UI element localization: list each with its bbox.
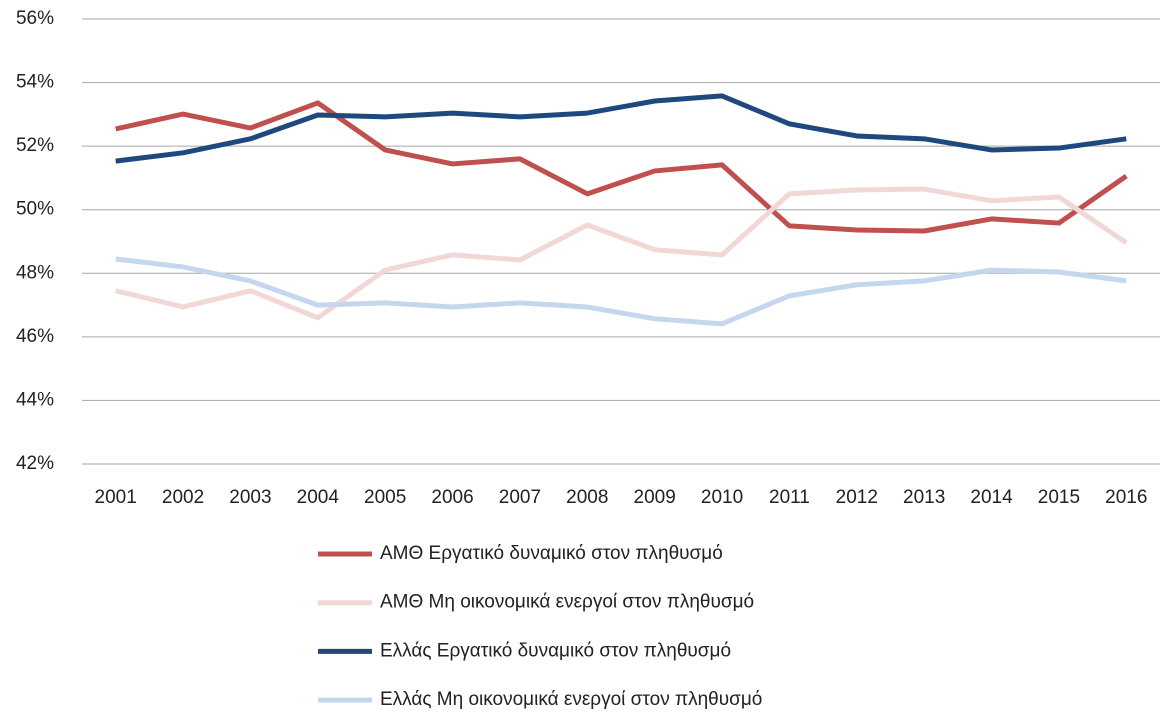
x-tick-label: 2014 xyxy=(970,487,1013,508)
y-tick-label: 44% xyxy=(16,389,54,410)
x-tick-label: 2002 xyxy=(162,487,204,508)
x-tick-label: 2012 xyxy=(836,487,878,508)
y-tick-label: 56% xyxy=(16,8,54,29)
x-tick-label: 2008 xyxy=(566,487,608,508)
x-tick-label: 2003 xyxy=(229,487,271,508)
x-tick-label: 2004 xyxy=(297,487,340,508)
x-tick-label: 2001 xyxy=(95,487,137,508)
y-tick-label: 50% xyxy=(16,199,54,220)
y-tick-label: 48% xyxy=(16,262,54,283)
legend-label: Ελλάς Μη οικονομικά ενεργοί στον πληθυσμ… xyxy=(380,689,762,710)
series-line xyxy=(115,93,1127,164)
x-tick-label: 2010 xyxy=(701,487,743,508)
legend-label: ΑΜΘ Εργατικό δυναμικό στον πληθυσμό xyxy=(380,543,723,564)
x-tick-label: 2016 xyxy=(1105,487,1147,508)
x-tick-label: 2005 xyxy=(364,487,406,508)
series-line xyxy=(115,100,1128,234)
y-tick-label: 46% xyxy=(16,326,54,347)
y-tick-label: 42% xyxy=(16,453,54,474)
x-tick-label: 2011 xyxy=(769,487,810,508)
x-tick-label: 2006 xyxy=(431,487,473,508)
legend-label: ΑΜΘ Μη οικονομικά ενεργοί στον πληθυσμό xyxy=(380,592,754,613)
series-line xyxy=(115,186,1128,321)
series-line xyxy=(115,256,1127,327)
x-tick-label: 2013 xyxy=(903,487,945,508)
x-tick-label: 2007 xyxy=(499,487,541,508)
x-tick-label: 2009 xyxy=(634,487,676,508)
y-tick-label: 52% xyxy=(16,135,54,156)
x-tick-label: 2015 xyxy=(1038,487,1080,508)
y-tick-label: 54% xyxy=(16,72,54,93)
legend-label: Ελλάς Εργατικό δυναμικό στον πληθυσμό xyxy=(380,640,731,661)
